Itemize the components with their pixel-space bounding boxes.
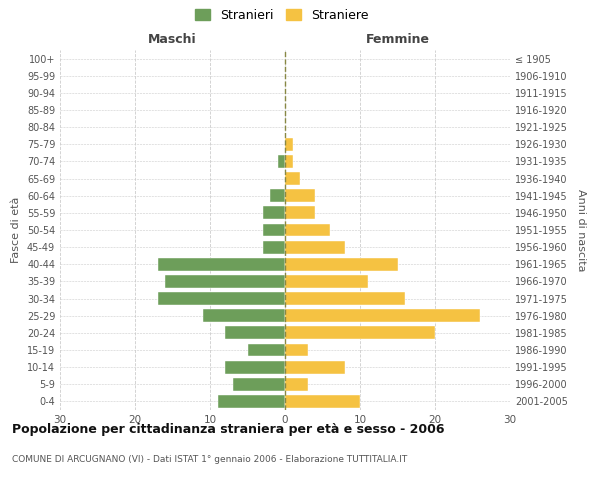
Bar [263, 224, 285, 236]
Text: Femmine: Femmine [365, 34, 430, 46]
Bar [285, 138, 293, 150]
Text: Maschi: Maschi [148, 34, 197, 46]
Bar [285, 378, 308, 390]
Bar [285, 326, 435, 340]
Y-axis label: Fasce di età: Fasce di età [11, 197, 21, 263]
Bar [285, 155, 293, 168]
Bar [203, 310, 285, 322]
Bar [225, 326, 285, 340]
Bar [285, 172, 300, 185]
Bar [263, 240, 285, 254]
Bar [225, 360, 285, 374]
Text: Popolazione per cittadinanza straniera per età e sesso - 2006: Popolazione per cittadinanza straniera p… [12, 422, 445, 436]
Bar [157, 258, 285, 270]
Bar [285, 258, 398, 270]
Bar [285, 275, 367, 288]
Bar [285, 292, 405, 305]
Bar [277, 155, 285, 168]
Bar [233, 378, 285, 390]
Bar [285, 395, 360, 408]
Bar [218, 395, 285, 408]
Bar [285, 224, 330, 236]
Bar [263, 206, 285, 220]
Bar [285, 344, 308, 356]
Bar [285, 360, 345, 374]
Bar [248, 344, 285, 356]
Bar [270, 190, 285, 202]
Bar [157, 292, 285, 305]
Y-axis label: Anni di nascita: Anni di nascita [576, 188, 586, 271]
Text: COMUNE DI ARCUGNANO (VI) - Dati ISTAT 1° gennaio 2006 - Elaborazione TUTTITALIA.: COMUNE DI ARCUGNANO (VI) - Dati ISTAT 1°… [12, 455, 407, 464]
Bar [285, 240, 345, 254]
Bar [165, 275, 285, 288]
Legend: Stranieri, Straniere: Stranieri, Straniere [195, 8, 369, 22]
Bar [285, 310, 480, 322]
Bar [285, 190, 315, 202]
Bar [285, 206, 315, 220]
